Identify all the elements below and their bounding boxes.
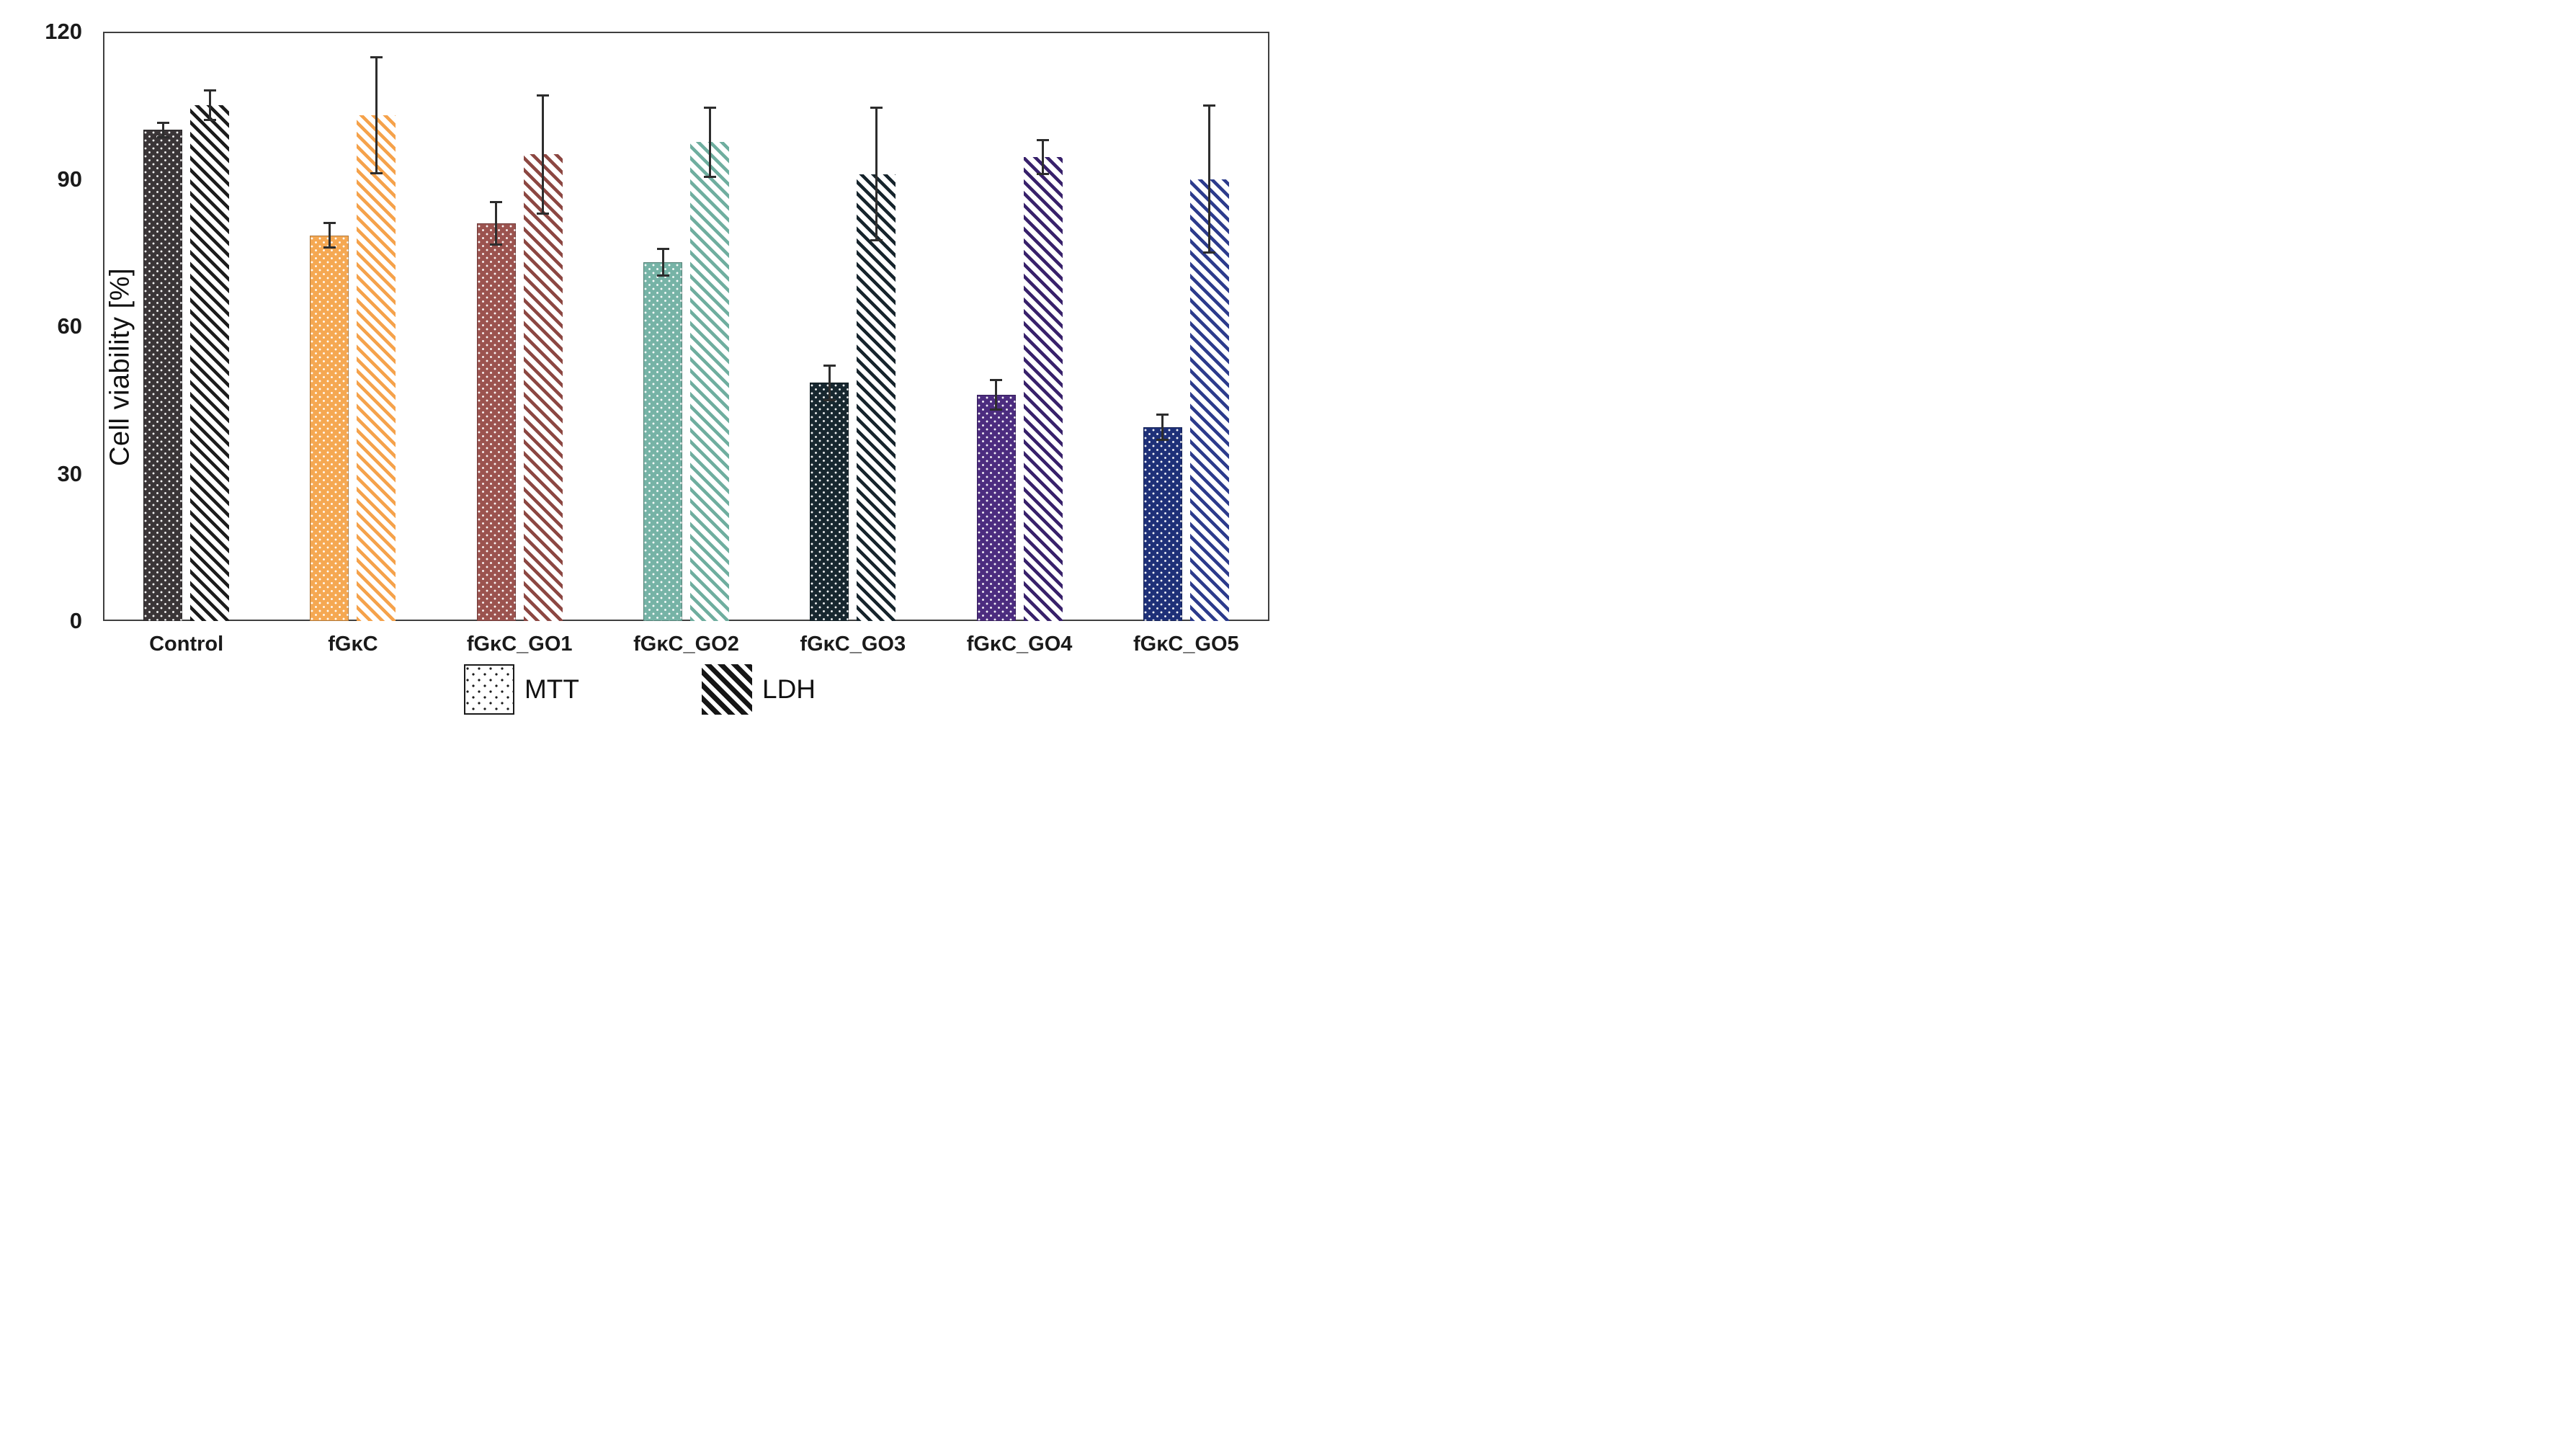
error-bar-cap (1156, 413, 1169, 416)
error-bar-cap (203, 89, 216, 92)
ldh-bar-fg-c_go4 (1023, 156, 1063, 621)
plot-area: Cell viability [%] (103, 32, 1269, 621)
mtt-bar-fg-c_go1 (476, 223, 516, 621)
mtt-bar-control (143, 130, 183, 621)
y-tick-label: 120 (45, 19, 82, 44)
legend-item-mtt: MTT (463, 664, 579, 715)
ldh-bar-fg-c_go1 (523, 154, 563, 621)
error-bar-cap (656, 248, 669, 251)
error-bar-cap (1037, 172, 1050, 175)
x-category-label: fGκC_GO2 (633, 633, 739, 656)
x-category-label: fGκC (328, 633, 378, 656)
cell-viability-bar-chart: Cell viability [%] MTT LDH 0 30 60 90 120 Cont… (0, 0, 1280, 728)
error-bar-cap (537, 212, 550, 215)
ldh-bar-control (190, 105, 230, 621)
error-bar-cap (703, 175, 716, 178)
legend-label: MTT (524, 674, 579, 704)
error-bar-whisker (661, 249, 664, 276)
legend-item-ldh: LDH (702, 664, 816, 715)
error-bar-whisker (208, 90, 211, 120)
error-bar-cap (323, 222, 336, 225)
error-bar-cap (537, 94, 550, 97)
error-bar-whisker (1208, 105, 1211, 253)
error-bar-whisker (708, 107, 711, 177)
x-category-label: Control (149, 633, 224, 656)
x-category-label: fGκC_GO3 (800, 633, 906, 656)
error-bar-whisker (542, 95, 545, 214)
error-bar-cap (823, 365, 836, 367)
ldh-pattern-swatch-icon (702, 664, 752, 715)
error-bar-cap (1037, 139, 1050, 142)
error-bar-cap (990, 379, 1003, 382)
error-bar-whisker (875, 107, 877, 241)
mtt-bar-fg-c_go4 (976, 395, 1016, 621)
error-bar-whisker (495, 202, 498, 245)
x-category-label: fGκC_GO5 (1133, 633, 1239, 656)
error-bar-cap (703, 107, 716, 110)
error-bar-cap (203, 119, 216, 122)
mtt-bar-fg-c_go3 (810, 383, 849, 621)
error-bar-whisker (161, 122, 164, 138)
chart-legend: MTT LDH (0, 664, 1280, 715)
ldh-bar-fg-c_go3 (857, 174, 896, 621)
y-tick-label: 90 (57, 166, 82, 192)
x-category-label: fGκC_GO1 (466, 633, 573, 656)
mtt-bar-fg-c (310, 235, 349, 621)
x-category-label: fGκC_GO4 (966, 633, 1073, 656)
mtt-pattern-swatch-icon (463, 664, 514, 715)
legend-label: LDH (762, 674, 816, 704)
error-bar-cap (370, 171, 383, 174)
error-bar-cap (823, 398, 836, 401)
error-bar-cap (323, 246, 336, 249)
y-tick-label: 30 (57, 460, 82, 486)
error-bar-cap (990, 408, 1003, 411)
mtt-bar-fg-c_go5 (1143, 426, 1182, 621)
error-bar-cap (156, 121, 169, 124)
error-bar-whisker (828, 365, 831, 401)
error-bar-cap (1156, 438, 1169, 441)
error-bar-cap (1203, 104, 1216, 107)
error-bar-whisker (375, 57, 378, 174)
error-bar-cap (1203, 251, 1216, 254)
error-bar-whisker (328, 223, 331, 248)
ldh-bar-fg-c (357, 115, 396, 621)
error-bar-cap (490, 201, 503, 204)
y-axis-title: Cell viability [%] (104, 267, 135, 467)
error-bar-whisker (1161, 414, 1164, 440)
error-bar-cap (870, 107, 883, 110)
error-bar-whisker (1042, 140, 1045, 174)
y-tick-label: 60 (57, 313, 82, 339)
error-bar-cap (490, 243, 503, 246)
mtt-bar-fg-c_go2 (643, 262, 682, 621)
error-bar-cap (656, 274, 669, 277)
error-bar-whisker (995, 380, 998, 410)
ldh-bar-fg-c_go2 (690, 142, 729, 621)
error-bar-cap (870, 239, 883, 242)
error-bar-cap (370, 55, 383, 58)
error-bar-cap (156, 136, 169, 139)
y-tick-label: 0 (69, 608, 82, 633)
